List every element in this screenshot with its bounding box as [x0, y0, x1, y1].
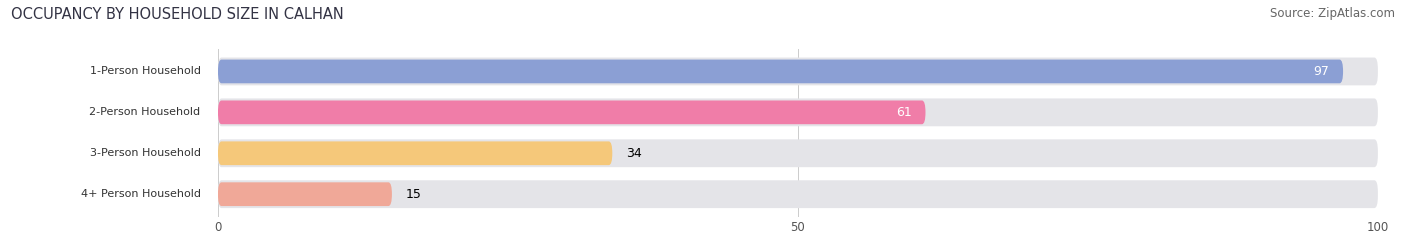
Text: Source: ZipAtlas.com: Source: ZipAtlas.com — [1270, 7, 1395, 20]
Text: OCCUPANCY BY HOUSEHOLD SIZE IN CALHAN: OCCUPANCY BY HOUSEHOLD SIZE IN CALHAN — [11, 7, 344, 22]
Text: 4+ Person Household: 4+ Person Household — [80, 189, 201, 199]
FancyBboxPatch shape — [218, 182, 392, 206]
Text: 34: 34 — [626, 147, 643, 160]
FancyBboxPatch shape — [218, 100, 925, 124]
FancyBboxPatch shape — [218, 98, 1378, 126]
Text: 2-Person Household: 2-Person Household — [90, 107, 201, 117]
FancyBboxPatch shape — [218, 141, 613, 165]
Text: 3-Person Household: 3-Person Household — [90, 148, 201, 158]
FancyBboxPatch shape — [218, 58, 1378, 85]
Text: 97: 97 — [1313, 65, 1329, 78]
Text: 15: 15 — [406, 188, 422, 201]
FancyBboxPatch shape — [218, 139, 1378, 167]
FancyBboxPatch shape — [218, 180, 1378, 208]
FancyBboxPatch shape — [218, 60, 1343, 83]
Text: 61: 61 — [896, 106, 911, 119]
Text: 1-Person Household: 1-Person Household — [90, 66, 201, 76]
